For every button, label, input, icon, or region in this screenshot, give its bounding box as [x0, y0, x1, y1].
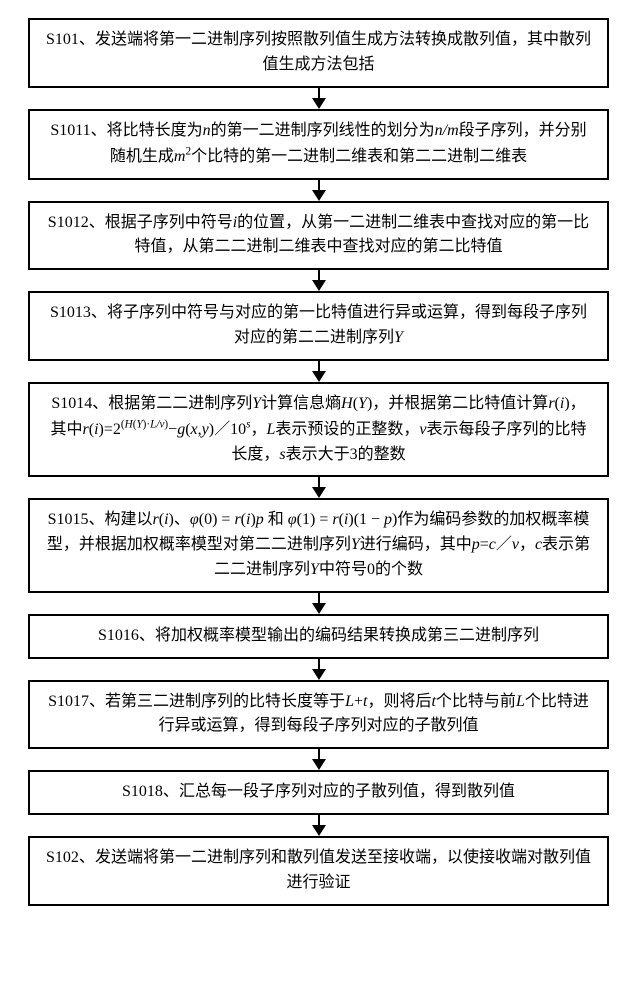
- step-id-label: S101、: [46, 31, 95, 48]
- arrow-head-icon: [312, 371, 326, 382]
- flow-node-S1012: S1012、根据子序列中符号i的位置，从第一二进制二维表中查找对应的第一比特值，…: [28, 201, 609, 271]
- flow-arrow: [28, 659, 609, 680]
- arrow-head-icon: [312, 669, 326, 680]
- flow-arrow: [28, 593, 609, 614]
- step-text: 将加权概率模型输出的编码结果转换成第三二进制序列: [155, 627, 539, 644]
- flow-arrow: [28, 180, 609, 201]
- flow-node-S1013: S1013、将子序列中符号与对应的第一比特值进行异或运算，得到每段子序列对应的第…: [28, 291, 609, 361]
- arrow-head-icon: [312, 825, 326, 836]
- step-id-label: S1016、: [98, 627, 155, 644]
- flow-node-S101: S101、发送端将第一二进制序列按照散列值生成方法转换成散列值，其中散列值生成方…: [28, 18, 609, 88]
- flow-node-S1018: S1018、汇总每一段子序列对应的子散列值，得到散列值: [28, 770, 609, 815]
- flow-node-S1011: S1011、将比特长度为n的第一二进制序列线性的划分为n/m段子序列，并分别随机…: [28, 109, 609, 180]
- step-id-label: S1015、: [48, 511, 105, 528]
- flow-node-S1015: S1015、构建以r(i)、φ(0) = r(i)p 和 φ(1) = r(i)…: [28, 498, 609, 592]
- arrow-head-icon: [312, 487, 326, 498]
- arrow-head-icon: [312, 759, 326, 770]
- flow-arrow: [28, 88, 609, 109]
- step-id-label: S1018、: [122, 783, 179, 800]
- step-id-label: S1017、: [48, 693, 105, 710]
- flow-node-S1014: S1014、根据第二二进制序列Y计算信息熵H(Y)，并根据第二比特值计算r(i)…: [28, 382, 609, 478]
- step-text: 根据第二二进制序列Y计算信息熵H(Y)，并根据第二比特值计算r(i)，其中r(i…: [50, 395, 586, 463]
- flow-node-S1016: S1016、将加权概率模型输出的编码结果转换成第三二进制序列: [28, 614, 609, 659]
- flow-node-S1017: S1017、若第三二进制序列的比特长度等于L+t，则将后t个比特与前L个比特进行…: [28, 680, 609, 750]
- step-text: 汇总每一段子序列对应的子散列值，得到散列值: [179, 783, 515, 800]
- flow-arrow: [28, 361, 609, 382]
- step-id-label: S1012、: [48, 214, 105, 231]
- step-text: 发送端将第一二进制序列和散列值发送至接收端，以使接收端对散列值进行验证: [95, 849, 591, 891]
- step-id-label: S102、: [46, 849, 95, 866]
- flow-arrow: [28, 270, 609, 291]
- step-text: 根据子序列中符号i的位置，从第一二进制二维表中查找对应的第一比特值，从第二二进制…: [105, 214, 589, 256]
- arrow-head-icon: [312, 190, 326, 201]
- step-id-label: S1013、: [50, 304, 107, 321]
- flow-arrow: [28, 815, 609, 836]
- step-text: 将比特长度为n的第一二进制序列线性的划分为n/m段子序列，并分别随机生成m2个比…: [107, 122, 587, 165]
- flow-arrow: [28, 749, 609, 770]
- step-text: 若第三二进制序列的比特长度等于L+t，则将后t个比特与前L个比特进行异或运算，得…: [105, 693, 589, 735]
- step-text: 构建以r(i)、φ(0) = r(i)p 和 φ(1) = r(i)(1 − p…: [47, 511, 590, 578]
- arrow-head-icon: [312, 98, 326, 109]
- flowchart-container: S101、发送端将第一二进制序列按照散列值生成方法转换成散列值，其中散列值生成方…: [28, 18, 609, 906]
- flow-arrow: [28, 477, 609, 498]
- arrow-head-icon: [312, 603, 326, 614]
- step-id-label: S1014、: [51, 395, 108, 412]
- step-text: 将子序列中符号与对应的第一比特值进行异或运算，得到每段子序列对应的第二二进制序列…: [107, 304, 587, 346]
- step-text: 发送端将第一二进制序列按照散列值生成方法转换成散列值，其中散列值生成方法包括: [95, 31, 591, 73]
- flow-node-S102: S102、发送端将第一二进制序列和散列值发送至接收端，以使接收端对散列值进行验证: [28, 836, 609, 906]
- arrow-head-icon: [312, 280, 326, 291]
- step-id-label: S1011、: [50, 122, 106, 139]
